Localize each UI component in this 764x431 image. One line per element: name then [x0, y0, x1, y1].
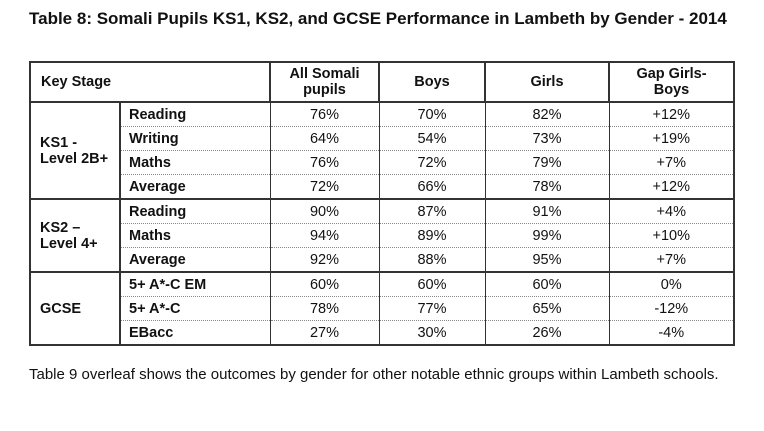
cell-all: 60% — [269, 271, 380, 297]
table-row: KS1 - Level 2B+ Reading 76% 70% 82% +12% — [29, 101, 735, 200]
metric-label: EBacc — [119, 320, 271, 346]
cell-all: 94% — [269, 223, 380, 248]
metric-label: 5+ A*-C EM — [119, 271, 271, 297]
cell-all: 76% — [269, 150, 380, 175]
cell-all: 76% — [269, 101, 380, 127]
cell-all: 90% — [269, 198, 380, 224]
metric-label: Reading — [119, 101, 271, 127]
metric-label: Maths — [119, 223, 271, 248]
table-row: GCSE 5+ A*-C EM 60% 60% 60% 0% — [29, 271, 735, 346]
cell-boys: 89% — [378, 223, 486, 248]
cell-boys: 87% — [378, 198, 486, 224]
header-row: Key Stage All Somali pupils Boys Girls G… — [29, 61, 735, 103]
cell-girls: 79% — [484, 150, 610, 175]
header-boys: Boys — [378, 61, 486, 103]
metric-label: Reading — [119, 198, 271, 224]
cell-all: 92% — [269, 247, 380, 273]
header-girls: Girls — [484, 61, 610, 103]
header-key-stage: Key Stage — [29, 61, 271, 103]
stage-label: KS2 – Level 4+ — [29, 198, 121, 273]
cell-boys: 54% — [378, 126, 486, 151]
table-row: KS2 – Level 4+ Reading 90% 87% 91% +4% — [29, 198, 735, 273]
cell-girls: 82% — [484, 101, 610, 127]
cell-girls: 73% — [484, 126, 610, 151]
metric-label: Average — [119, 247, 271, 273]
cell-boys: 88% — [378, 247, 486, 273]
cell-girls: 26% — [484, 320, 610, 346]
cell-gap: +7% — [608, 247, 735, 273]
cell-all: 78% — [269, 296, 380, 321]
cell-boys: 66% — [378, 174, 486, 200]
cell-gap: +12% — [608, 174, 735, 200]
cell-girls: 78% — [484, 174, 610, 200]
cell-girls: 60% — [484, 271, 610, 297]
footer-text: Table 9 overleaf shows the outcomes by g… — [29, 366, 719, 383]
table-row: Average 92% 88% 95% +7% — [30, 247, 735, 273]
metric-label: Maths — [119, 150, 271, 175]
table-row: Maths 94% 89% 99% +10% — [30, 223, 735, 248]
cell-boys: 77% — [378, 296, 486, 321]
cell-gap: -4% — [608, 320, 735, 346]
table-row: Maths 76% 72% 79% +7% — [30, 150, 735, 175]
table-row: 5+ A*-C 78% 77% 65% -12% — [30, 296, 735, 321]
table-row: Writing 64% 54% 73% +19% — [30, 126, 735, 151]
cell-gap: +19% — [608, 126, 735, 151]
table-row: EBacc 27% 30% 26% -4% — [30, 320, 735, 346]
cell-boys: 60% — [378, 271, 486, 297]
cell-gap: +4% — [608, 198, 735, 224]
cell-gap: 0% — [608, 271, 735, 297]
metric-label: Average — [119, 174, 271, 200]
cell-boys: 70% — [378, 101, 486, 127]
cell-gap: +10% — [608, 223, 735, 248]
cell-girls: 99% — [484, 223, 610, 248]
table-title: Table 8: Somali Pupils KS1, KS2, and GCS… — [29, 9, 727, 28]
metric-label: 5+ A*-C — [119, 296, 271, 321]
cell-girls: 65% — [484, 296, 610, 321]
cell-all: 72% — [269, 174, 380, 200]
cell-all: 64% — [269, 126, 380, 151]
cell-gap: +12% — [608, 101, 735, 127]
header-gap: Gap Girls-Boys — [608, 61, 735, 103]
stage-label: GCSE — [29, 271, 121, 346]
cell-all: 27% — [269, 320, 380, 346]
metric-label: Writing — [119, 126, 271, 151]
cell-gap: +7% — [608, 150, 735, 175]
cell-boys: 72% — [378, 150, 486, 175]
cell-gap: -12% — [608, 296, 735, 321]
stage-label: KS1 - Level 2B+ — [29, 101, 121, 200]
performance-table: Key Stage All Somali pupils Boys Girls G… — [29, 61, 735, 346]
table-row: Average 72% 66% 78% +12% — [30, 174, 735, 200]
cell-girls: 91% — [484, 198, 610, 224]
cell-boys: 30% — [378, 320, 486, 346]
header-all: All Somali pupils — [269, 61, 380, 103]
cell-girls: 95% — [484, 247, 610, 273]
